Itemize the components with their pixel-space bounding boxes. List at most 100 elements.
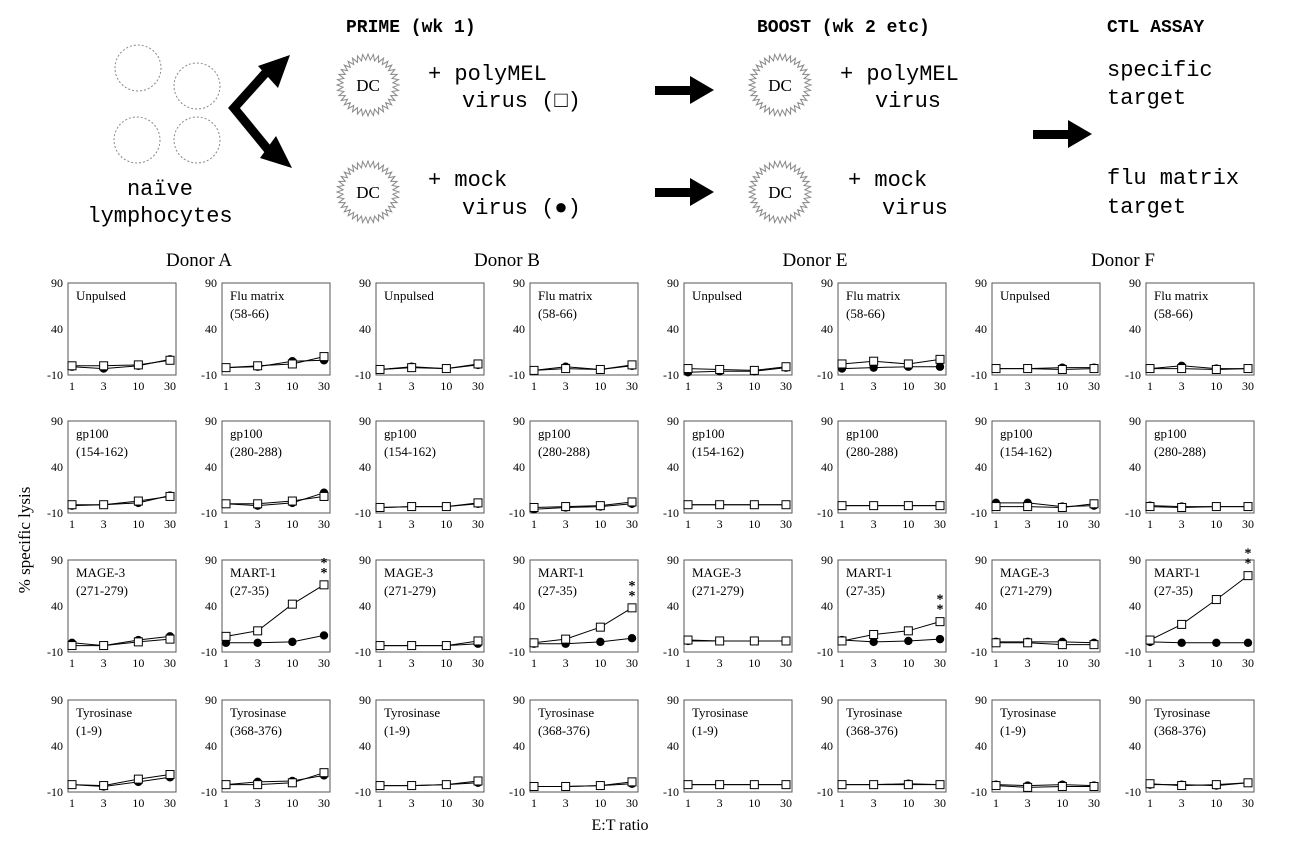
y-tick-label: 40: [667, 739, 679, 753]
panel-frame: [529, 420, 639, 514]
x-tick-label: 10: [748, 656, 760, 670]
polymel-point: [1211, 595, 1221, 605]
donor-labels: Donor A Donor B Donor E Donor F: [166, 250, 1155, 271]
y-tick-label: -10: [201, 645, 217, 659]
x-tick-label: 10: [1210, 379, 1222, 393]
target-sublabel: (58-66): [230, 306, 269, 321]
x-tick-label: 30: [318, 796, 330, 810]
polymel-series-line: [841, 621, 941, 642]
boost-top-line1: + polyMEL: [840, 62, 959, 87]
polymel-point: [561, 364, 571, 374]
y-tick-label: -10: [47, 368, 63, 382]
x-tick-label: 1: [531, 656, 537, 670]
y-tick-label: -10: [47, 785, 63, 799]
x-tick-label: 1: [223, 379, 229, 393]
y-tick-label: 90: [205, 693, 217, 707]
panel-frame: [837, 699, 947, 793]
target-sublabel: (1-9): [76, 723, 102, 738]
y-tick-label: 90: [821, 553, 833, 567]
x-tick-label: 3: [717, 379, 723, 393]
polymel-series-line: [996, 368, 1095, 371]
lysis-panels: Unpulsed 90 40 -10 1 3 10 30 Flu matrix (58-66) 90…: [47, 276, 1255, 810]
x-tick-label: 30: [934, 656, 946, 670]
polymel-point: [287, 496, 297, 506]
x-tick-label: 3: [717, 517, 723, 531]
polymel-point: [683, 635, 693, 645]
target-label: gp100: [384, 426, 417, 441]
mock-point: [1212, 638, 1221, 647]
polymel-point: [837, 636, 847, 646]
split-arrow-icon: [228, 55, 292, 168]
target-label: Tyrosinase: [538, 705, 594, 720]
panel-frame: [683, 420, 793, 514]
donor-label: Donor B: [474, 250, 540, 271]
target-label: MAGE-3: [384, 565, 433, 580]
polymel-point: [903, 359, 913, 369]
panel-frame: [375, 282, 485, 376]
lysis-panel: Tyrosinase (368-376) 90 40 -10 1 3 10 30: [509, 693, 639, 810]
y-tick-label: 40: [513, 322, 525, 336]
y-tick-label: -10: [1125, 785, 1141, 799]
polymel-series-line: [72, 638, 171, 647]
x-tick-label: 30: [318, 656, 330, 670]
lysis-panel: MART-1 (27-35) 90 40 -10 1 3 10 30 **: [509, 553, 639, 670]
polymel-point: [595, 781, 605, 791]
polymel-point: [375, 781, 385, 791]
y-tick-label: 90: [821, 693, 833, 707]
naive-label: naïve: [127, 177, 193, 202]
significance-marker: *: [629, 589, 636, 604]
panel-frame: [683, 282, 793, 376]
lysis-panel: gp100 (280-288) 90 40 -10 1 3 10 30: [817, 414, 947, 531]
arrow-boost-to-assay-icon: [1033, 120, 1092, 148]
mock-series-line: [995, 784, 1095, 787]
x-tick-label: 30: [780, 379, 792, 393]
target-sublabel: (280-288): [230, 444, 282, 459]
x-tick-label: 10: [1210, 656, 1222, 670]
x-tick-label: 10: [132, 379, 144, 393]
y-tick-label: -10: [1125, 645, 1141, 659]
prime-bottom-line1: + mock: [428, 168, 507, 193]
panel-frame: [1145, 699, 1255, 793]
x-tick-label: 3: [1179, 796, 1185, 810]
boost-bottom-line2: virus: [882, 196, 948, 221]
ctl-top-line2: target: [1107, 86, 1186, 111]
x-tick-label: 30: [626, 656, 638, 670]
y-tick-label: 40: [513, 739, 525, 753]
polymel-point: [1177, 781, 1187, 791]
y-tick-label: -10: [971, 368, 987, 382]
polymel-point: [1023, 502, 1033, 512]
lysis-panel: gp100 (154-162) 90 40 -10 1 3 10 30: [971, 414, 1101, 531]
arrow-prime-to-boost-top-icon: [655, 76, 714, 104]
polymel-point: [287, 599, 297, 609]
polymel-point: [561, 781, 571, 791]
x-tick-label: 30: [780, 656, 792, 670]
polymel-series-line: [380, 780, 479, 787]
polymel-series-line: [225, 584, 325, 637]
ctl-top-line1: specific: [1107, 58, 1213, 83]
polymel-point: [935, 617, 945, 627]
lysis-panel: Tyrosinase (368-376) 90 40 -10 1 3 10 30: [1125, 693, 1255, 810]
x-tick-label: 3: [1179, 517, 1185, 531]
x-tick-label: 3: [409, 796, 415, 810]
polymel-point: [1023, 364, 1033, 374]
target-label: MART-1: [1154, 565, 1200, 580]
panel-frame: [683, 559, 793, 653]
y-tick-label: 90: [667, 693, 679, 707]
x-tick-label: 30: [164, 656, 176, 670]
x-tick-label: 1: [377, 517, 383, 531]
polymel-point: [869, 630, 879, 640]
x-tick-label: 30: [780, 796, 792, 810]
x-tick-label: 10: [748, 796, 760, 810]
x-tick-label: 1: [377, 796, 383, 810]
mock-series-line: [841, 366, 940, 370]
polymel-point: [133, 496, 143, 506]
target-sublabel: (154-162): [76, 444, 128, 459]
boost-bottom-line1: + mock: [848, 168, 927, 193]
x-tick-label: 1: [685, 656, 691, 670]
lysis-panel: MART-1 (27-35) 90 40 -10 1 3 10 30 **: [201, 553, 331, 670]
arrow-prime-to-boost-bottom-icon: [655, 178, 714, 206]
polymel-point: [441, 641, 451, 651]
lymphocytes-label: lymphocytes: [87, 204, 232, 229]
boost-top-line2: virus: [875, 89, 941, 114]
lysis-panel: Flu matrix (58-66) 90 40 -10 1 3 10 30: [509, 276, 639, 393]
